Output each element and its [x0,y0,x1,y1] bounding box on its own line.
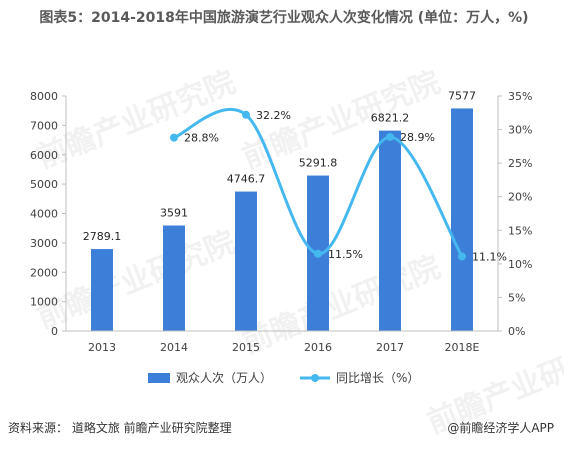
legend-label-bars: 观众人次（万人） [176,371,272,385]
line-data-label: 28.9% [400,131,435,144]
legend-label-line: 同比增长（%） [336,371,419,385]
line-series [170,107,466,261]
x-axis-tick-label: 2018E [445,341,480,354]
y-axis-left-tick-label: 2000 [30,266,58,279]
y-axis-left-tick-label: 8000 [30,90,58,103]
bar-data-label: 6821.2 [371,112,410,125]
y-axis-left-tick-label: 0 [51,325,58,338]
line-data-label: 11.1% [472,250,507,263]
bar-data-label: 2789.1 [83,230,122,243]
y-axis-left-tick-label: 7000 [30,119,58,132]
bar [91,249,113,331]
x-axis-tick-label: 2017 [376,341,404,354]
y-axis-right: 0% 5% 10% 15% 20% 25% 30% 35% [497,90,532,338]
y-axis-right-tick-label: 15% [508,224,532,237]
y-axis-left-tick-label: 3000 [30,237,58,250]
bar-data-label: 5291.8 [299,157,338,170]
line-data-label: 28.8% [184,132,219,145]
bar [163,225,185,331]
y-axis-left-tick-label: 6000 [30,149,58,162]
x-axis-tick-label: 2016 [304,341,332,354]
bar-data-label: 3591 [160,207,188,220]
x-axis: 2013 2014 2015 2016 2017 2018E [66,330,498,354]
y-axis-right-tick-label: 10% [508,258,532,271]
y-axis-right-tick-label: 0% [508,325,525,338]
line-point [242,110,250,119]
y-axis-left-tick-label: 4000 [30,208,58,221]
bar-data-label: 4746.7 [227,173,266,186]
y-axis-left: 0 1000 2000 3000 4000 5000 6000 7000 8000 [30,90,67,338]
y-axis-right-tick-label: 30% [508,124,532,137]
y-axis-right-tick-label: 35% [508,90,532,103]
legend-marker-line [311,374,319,382]
y-axis-right-tick-label: 5% [508,291,525,304]
bar [379,130,401,331]
bar-series [91,108,473,331]
line-point [458,252,466,261]
y-axis-left-tick-label: 1000 [30,296,58,309]
bar [451,108,473,331]
bar-data-label: 7577 [448,89,476,102]
line-point [170,133,178,142]
source-note: 资料来源： 道略文旅 前瞻产业研究院整理 [8,421,232,435]
line-point [314,249,322,258]
legend-swatch-bars [148,373,170,383]
line-point [386,132,394,141]
y-axis-left-tick-label: 5000 [30,178,58,191]
bar-labels: 2789.1 3591 4746.7 5291.8 6821.2 7577 [83,89,476,243]
legend: 观众人次（万人） 同比增长（%） [148,371,419,385]
bar [235,191,257,331]
line-data-label: 11.5% [328,248,363,261]
x-axis-tick-label: 2015 [232,341,260,354]
x-axis-tick-label: 2013 [88,341,116,354]
y-axis-right-tick-label: 20% [508,191,532,204]
x-axis-tick-label: 2014 [160,341,188,354]
credit-note: @前瞻经济学人APP [447,421,554,435]
line-data-label: 32.2% [256,109,291,122]
line-labels: 28.8% 32.2% 11.5% 28.9% 11.1% [184,109,507,264]
y-axis-right-tick-label: 25% [508,157,532,170]
chart-title: 图表5：2014-2018年中国旅游演艺行业观众人次变化情况 (单位：万人，%) [39,10,529,26]
